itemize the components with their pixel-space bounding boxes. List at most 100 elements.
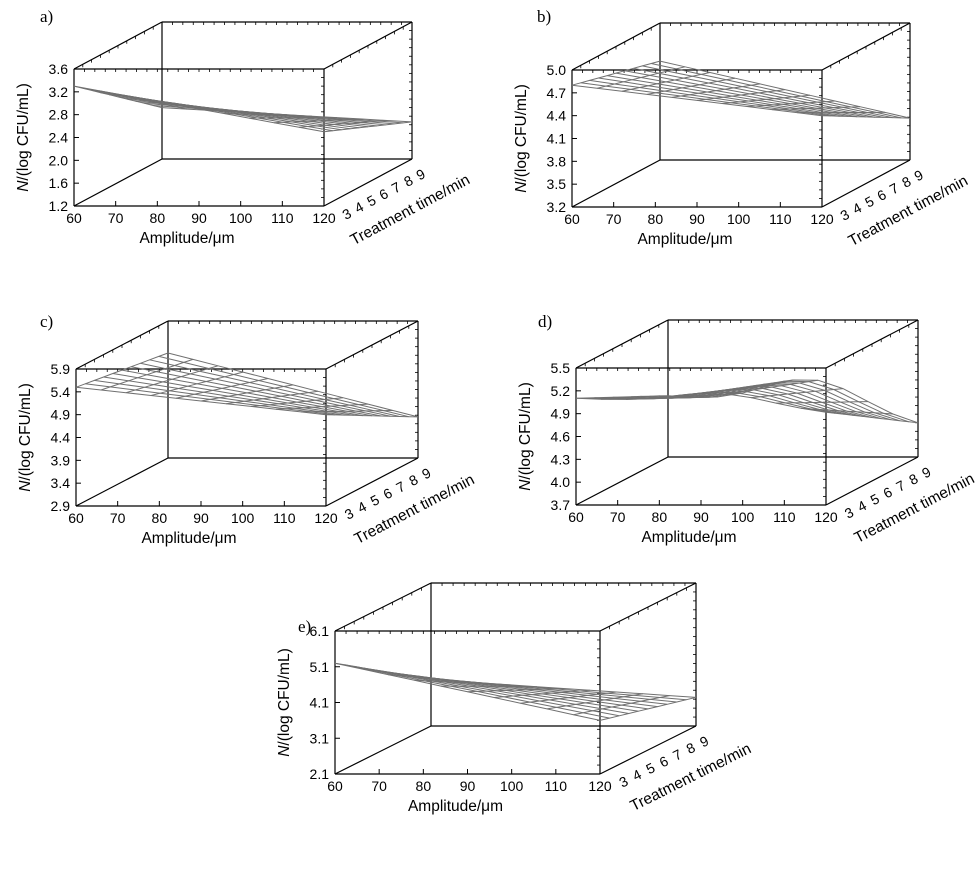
panel-label: c) <box>40 312 53 331</box>
mesh-line-time <box>750 388 844 399</box>
box-edge <box>575 456 669 506</box>
x-tick-label: 100 <box>500 778 524 794</box>
mesh-line-time <box>200 384 294 402</box>
y-tick-label: 7 <box>893 477 908 495</box>
y-tick-label: 5 <box>368 491 383 509</box>
z-axis-title: N/(log CFU/mL) <box>17 383 34 492</box>
mesh-line-time <box>821 115 911 119</box>
x-tick-label: 80 <box>152 510 168 526</box>
x-tick-label: 100 <box>727 211 751 227</box>
x-tick-label: 110 <box>273 510 296 526</box>
mesh-line-time <box>323 121 413 133</box>
box-edge <box>323 158 413 207</box>
z-tick-label: 2.0 <box>49 152 69 168</box>
x-tick-label: 110 <box>545 778 568 794</box>
mesh-line-time <box>325 414 419 418</box>
z-tick-label: 4.1 <box>310 695 330 711</box>
z-tick-label: 3.8 <box>547 153 567 169</box>
x-tick-label: 80 <box>416 778 432 794</box>
surface-plot-1: 1.2 1.6 2.0 2.4 2.8 3.2 3.6 60 70 80 90 100 110 120 34… <box>15 7 473 249</box>
y-tick-label: 3 <box>616 773 630 791</box>
y-tick-label: 7 <box>887 180 902 198</box>
x-axis-title: Amplitude/μm <box>141 530 236 547</box>
z-axis-title: N/(log CFU/mL) <box>517 382 534 491</box>
z-axis-title: N/(log CFU/mL) <box>276 648 293 757</box>
y-tick-label: 9 <box>919 463 934 481</box>
mesh-line-time <box>300 410 394 413</box>
z-tick-label: 4.9 <box>51 407 71 423</box>
x-axis-title: Amplitude/μm <box>408 798 503 815</box>
mesh-line-time <box>150 371 244 396</box>
z-tick-label: 4.7 <box>547 85 567 101</box>
mesh-line-time <box>123 94 213 111</box>
y-tick-label: 9 <box>911 166 926 184</box>
y-tick-label: 4 <box>355 498 370 516</box>
z-tick-label: 5.5 <box>551 360 571 376</box>
mesh-line-time <box>225 390 319 405</box>
z-tick-label: 3.6 <box>49 61 69 77</box>
z-tick-label: 5.2 <box>551 383 571 399</box>
z-tick-label: 4.9 <box>551 406 571 422</box>
z-tick-label: 3.9 <box>51 452 71 468</box>
mesh-line-time <box>696 89 786 101</box>
mesh-line-time <box>671 83 761 98</box>
y-tick-label: 8 <box>406 471 421 489</box>
x-tick-label: 90 <box>193 510 209 526</box>
z-tick-label: 6.1 <box>310 623 330 639</box>
mesh-line-time <box>546 693 644 710</box>
x-tick-label: 60 <box>564 211 580 227</box>
mesh-line-time <box>575 395 669 399</box>
mesh-line-time <box>198 108 288 116</box>
mesh-line-time <box>646 77 736 95</box>
x-tick-label: 60 <box>66 210 82 226</box>
x-tick-label: 90 <box>689 211 705 227</box>
mesh-line-time <box>98 90 188 110</box>
z-tick-label: 4.4 <box>547 108 567 124</box>
mesh-line-time <box>725 379 819 395</box>
y-tick-label: 4 <box>855 497 870 515</box>
mesh-line-time <box>596 66 686 89</box>
y-tick-label: 5 <box>862 193 877 211</box>
z-tick-label: 1.2 <box>49 198 69 214</box>
mesh-line-time <box>175 378 269 399</box>
surface-plot-5: 2.1 3.1 4.1 5.1 6.1 60 70 80 90 100 110 120 3 4 5 6 7 8 9 A… <box>276 582 754 815</box>
x-tick-label: 90 <box>460 778 476 794</box>
z-tick-label: 3.5 <box>547 176 567 192</box>
mesh-line-time <box>625 396 719 400</box>
z-tick-label: 4.0 <box>551 474 571 490</box>
panel-label: a) <box>40 7 53 26</box>
mesh-line-time <box>775 401 869 404</box>
x-tick-label: 70 <box>108 210 124 226</box>
y-tick-label: 3 <box>342 505 357 523</box>
mesh-line-time <box>387 674 485 684</box>
z-tick-label: 3.2 <box>547 199 567 215</box>
x-tick-label: 80 <box>150 210 166 226</box>
mesh-line-time <box>825 411 919 424</box>
box-edge <box>73 158 163 207</box>
mesh-line-time <box>599 696 697 721</box>
y-tick-label: 8 <box>401 172 416 190</box>
x-tick-label: 60 <box>68 510 84 526</box>
x-axis-title: Amplitude/μm <box>637 231 732 248</box>
z-tick-label: 3.1 <box>310 730 330 746</box>
x-tick-label: 120 <box>814 509 838 525</box>
x-tick-label: 120 <box>588 778 612 794</box>
x-tick-label: 120 <box>312 210 336 226</box>
y-tick-label: 8 <box>684 739 698 757</box>
mesh-line-time <box>223 113 313 117</box>
y-tick-label: 9 <box>697 732 711 750</box>
y-tick-label: 6 <box>881 484 896 502</box>
surface-mesh <box>575 379 919 424</box>
z-tick-label: 5.0 <box>547 62 567 78</box>
x-tick-label: 80 <box>652 509 668 525</box>
mesh-line-time <box>414 679 511 686</box>
mesh-line-time <box>746 100 836 107</box>
z-tick-label: 4.6 <box>551 429 571 445</box>
x-tick-label: 70 <box>110 510 126 526</box>
mesh-line-time <box>273 118 363 124</box>
mesh-line-time <box>250 397 344 407</box>
surface-plot-4: 3.7 4.0 4.3 4.6 4.9 5.2 5.5 60 70 80 90 100 110 120 34… <box>517 312 977 547</box>
mesh-line-time <box>125 365 219 394</box>
y-tick-label: 7 <box>393 478 408 496</box>
